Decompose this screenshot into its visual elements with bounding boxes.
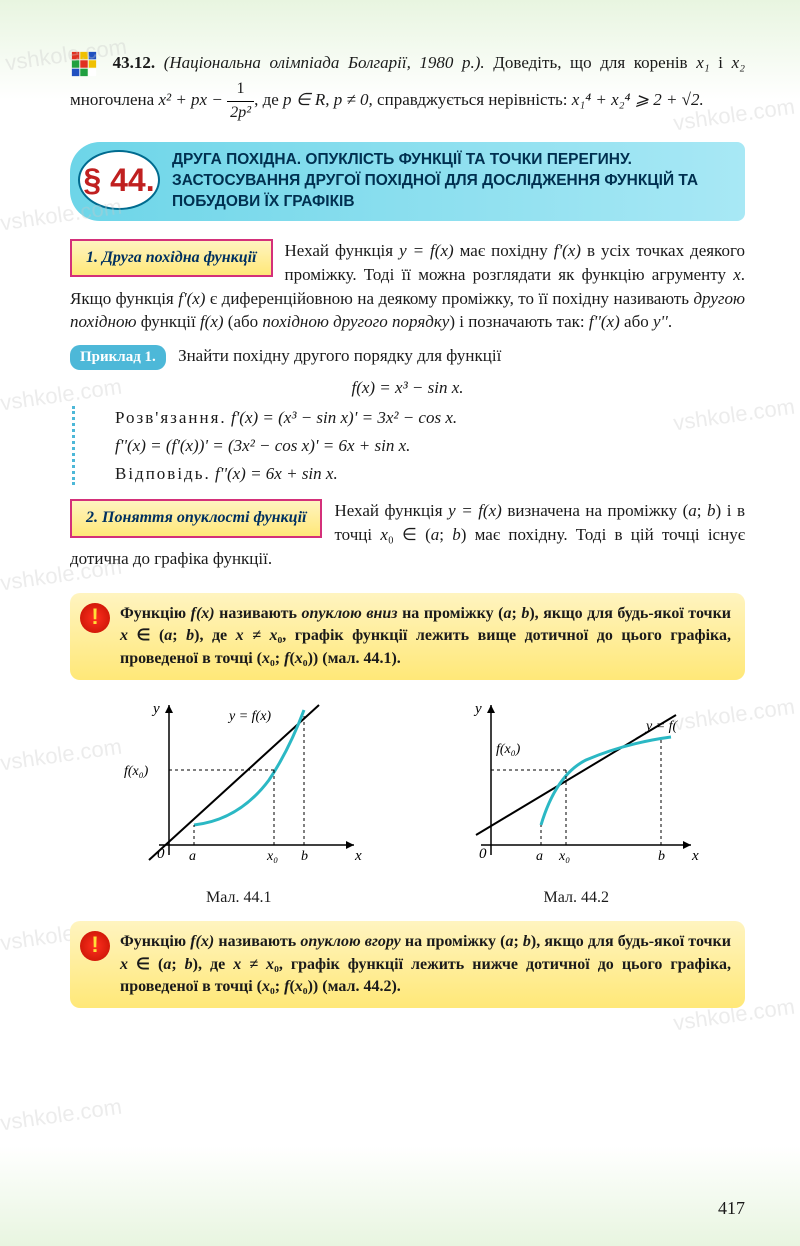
subsection-1: 1. Друга похідна функції Нехай функція y… [70, 239, 745, 344]
section-number: § 44. [78, 150, 160, 210]
solution-line: Розв'язання. f'(x) = (x³ − sin x)' = 3x²… [115, 406, 745, 430]
svg-text:x₀: x₀ [558, 849, 570, 864]
problem-43-12: 43.12. (Національна олімпіада Болгарії, … [70, 50, 745, 124]
exclamation-icon: ! [80, 931, 110, 961]
inequality: x₁⁴ + x₂⁴ ⩾ 2 + √2. [572, 90, 704, 109]
polynomial: x² + px − [158, 90, 222, 109]
problem-source: (Національна олімпіада Болгарії, 1980 р.… [164, 53, 485, 72]
subsection-2: 2. Поняття опуклості функції Нехай функц… [70, 499, 745, 580]
example-1: Приклад 1. Знайти похідну другого порядк… [70, 344, 745, 485]
example-task: Знайти похідну другого порядку для функц… [178, 346, 501, 365]
svg-text:y = f(x): y = f(x) [227, 709, 271, 724]
svg-text:b: b [301, 849, 308, 864]
exclamation-icon: ! [80, 603, 110, 633]
problem-text: справджується нерівність: [377, 90, 567, 109]
problem-text: Дове­діть, що для коренів [493, 53, 687, 72]
example-label: Приклад 1. [70, 345, 166, 370]
svg-text:f(x₀): f(x₀) [124, 764, 149, 779]
rubik-cube-icon [70, 50, 98, 78]
answer-line: Відповідь. f''(x) = 6x + sin x. [115, 462, 745, 486]
svg-text:0: 0 [479, 846, 487, 862]
section-44-header: § 44. ДРУГА ПОХІДНА. ОПУКЛІСТЬ ФУНКЦІЇ Т… [70, 142, 745, 221]
svg-text:x₀: x₀ [266, 849, 278, 864]
definition-convex-down: ! Функцію f(x) називають опуклою вниз на… [70, 593, 745, 680]
svg-text:a: a [536, 849, 543, 864]
var-x1: x₁ [696, 53, 709, 72]
fraction: 12p² [227, 78, 254, 124]
svg-text:a: a [189, 849, 196, 864]
var-x2: x₂ [732, 53, 745, 72]
figure-44-1: 0 x y f(x₀) a x₀ b y = f(x) Мал. 44.1 [109, 695, 369, 909]
figure-caption: Мал. 44.1 [109, 887, 369, 909]
svg-text:x: x [354, 848, 362, 864]
figure-44-2: 0 x y f(x₀) a x₀ b y = f( Мал. 44.2 [446, 695, 706, 909]
problem-text: , де [254, 90, 279, 109]
figure-caption: Мал. 44.2 [446, 887, 706, 909]
section-title: ДРУГА ПОХІДНА. ОПУКЛІСТЬ ФУНКЦІЇ ТА ТОЧК… [172, 150, 733, 213]
example-function: f(x) = x³ − sin x. [70, 376, 745, 400]
svg-text:b: b [658, 849, 665, 864]
page-number: 417 [718, 1196, 745, 1221]
condition: p ∈ R, p ≠ 0, [283, 90, 373, 109]
solution-line: f''(x) = (f'(x))' = (3x² − cos x)' = 6x … [115, 434, 745, 458]
svg-text:y: y [473, 701, 482, 717]
subsection-1-title: 1. Друга похідна функції [70, 239, 273, 277]
svg-text:f(x₀): f(x₀) [496, 742, 521, 757]
problem-text: многочлена [70, 90, 154, 109]
definition-convex-up: ! Функцію f(x) називають опуклою вгору н… [70, 921, 745, 1008]
svg-text:y = f(: y = f( [644, 719, 679, 734]
subsection-2-title: 2. Поняття опуклості функції [70, 499, 322, 537]
svg-text:y: y [151, 701, 160, 717]
svg-text:x: x [691, 848, 699, 864]
figures-row: 0 x y f(x₀) a x₀ b y = f(x) Мал. 44.1 0 … [70, 695, 745, 909]
problem-number: 43.12. [113, 53, 156, 72]
watermark: vshkole.com [0, 1092, 124, 1140]
